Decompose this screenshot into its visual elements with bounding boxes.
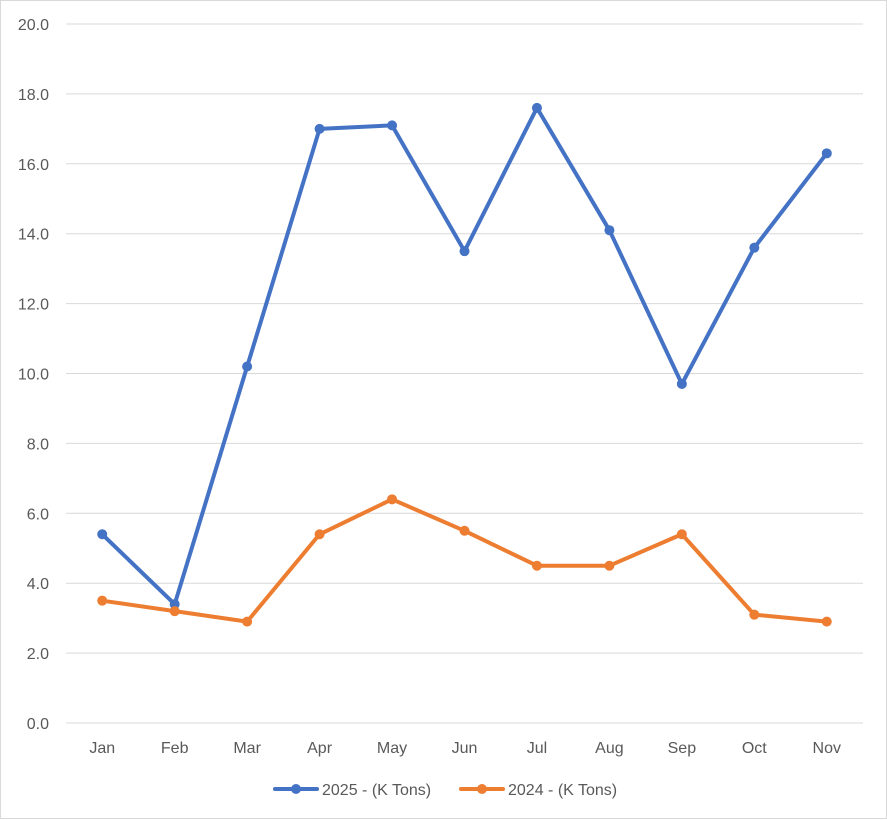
x-tick-label: Feb (161, 740, 189, 757)
data-point (242, 361, 253, 372)
data-point (97, 595, 108, 606)
x-tick-label: Nov (813, 740, 841, 757)
data-point (604, 560, 615, 571)
x-tick-label: Jul (527, 740, 547, 757)
legend-marker (291, 784, 301, 794)
y-tick-label: 16.0 (18, 157, 49, 174)
data-point (314, 529, 325, 540)
x-tick-label: Jan (89, 740, 115, 757)
y-tick-label: 18.0 (18, 87, 49, 104)
legend-item: 2024 - (K Tons) (459, 782, 617, 799)
y-tick-label: 14.0 (18, 227, 49, 244)
data-point (531, 560, 542, 571)
series-lines (97, 102, 832, 627)
data-point (676, 529, 687, 540)
data-point (821, 148, 832, 159)
x-tick-label: Aug (595, 740, 623, 757)
data-point (459, 246, 470, 257)
data-point (459, 525, 470, 536)
x-tick-label: May (377, 740, 407, 757)
data-point (821, 616, 832, 627)
series-1 (97, 102, 832, 610)
data-point (387, 494, 398, 505)
y-tick-label: 12.0 (18, 297, 49, 314)
legend: 2025 - (K Tons) 2024 - (K Tons) (273, 782, 617, 799)
data-point (676, 378, 687, 389)
y-tick-label: 4.0 (27, 576, 49, 593)
x-axis-ticks: Jan Feb Mar Apr May Jun Jul Aug Sep Oct Nov (89, 740, 841, 757)
legend-label: 2024 - (K Tons) (508, 782, 617, 799)
y-axis-ticks: 0.0 2.0 4.0 6.0 8.0 10.0 12.0 14.0 16.0 18.0 20.0 (18, 17, 49, 733)
gridlines (66, 23, 863, 724)
data-point (387, 120, 398, 131)
data-point (97, 529, 108, 540)
y-tick-label: 6.0 (27, 506, 49, 523)
series-line (100, 497, 829, 624)
x-tick-label: Sep (668, 740, 697, 757)
data-point (749, 609, 760, 620)
data-point (169, 606, 180, 617)
data-point (314, 123, 325, 134)
x-tick-label: Jun (452, 740, 478, 757)
data-point (749, 242, 760, 253)
y-tick-label: 0.0 (27, 716, 49, 733)
x-tick-label: Oct (742, 740, 767, 757)
legend-item: 2025 - (K Tons) (273, 782, 431, 799)
legend-marker (477, 784, 487, 794)
x-tick-label: Mar (233, 740, 261, 757)
data-point (169, 599, 180, 610)
y-tick-label: 20.0 (18, 17, 49, 34)
y-tick-label: 2.0 (27, 646, 49, 663)
data-point (242, 616, 253, 627)
y-tick-label: 10.0 (18, 367, 49, 384)
data-point (604, 225, 615, 236)
x-tick-label: Apr (307, 740, 333, 757)
legend-label: 2025 - (K Tons) (322, 782, 431, 799)
series-2 (97, 494, 832, 627)
data-point (531, 102, 542, 113)
y-tick-label: 8.0 (27, 436, 49, 453)
